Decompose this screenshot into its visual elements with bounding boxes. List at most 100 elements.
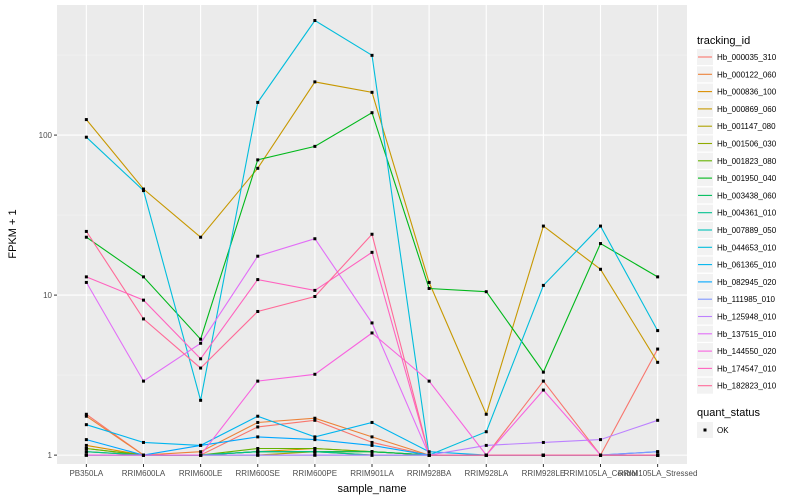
data-point (141, 379, 145, 383)
data-point (484, 443, 488, 447)
data-point (84, 453, 88, 457)
data-point (370, 90, 374, 94)
shape-legend-title: quant_status (697, 407, 760, 419)
data-point (484, 430, 488, 434)
data-point (256, 450, 260, 454)
data-point (199, 337, 203, 341)
data-point (256, 425, 260, 429)
data-point (313, 19, 317, 23)
data-point (656, 453, 660, 457)
data-point (84, 412, 88, 416)
data-point (84, 229, 88, 233)
data-point (84, 275, 88, 279)
legend-label: Hb_182823_010 (717, 382, 777, 391)
data-point (256, 420, 260, 424)
x-tick-label: RRIM600LE (179, 469, 223, 478)
data-point (484, 412, 488, 416)
legend-label: Hb_137515_010 (717, 330, 777, 339)
y-tick-label: 10 (43, 291, 52, 300)
data-point (599, 438, 603, 442)
legend-title: tracking_id (697, 35, 750, 47)
legend-label: Hb_007889_050 (717, 226, 777, 235)
data-point (84, 443, 88, 447)
x-tick-label: PB350LA (69, 469, 103, 478)
data-point (199, 450, 203, 454)
data-point (256, 309, 260, 313)
data-point (313, 453, 317, 457)
data-point (84, 235, 88, 239)
legend-label: Hb_061365_010 (717, 261, 777, 270)
color-legend: tracking_id Hb_000035_310 Hb_000122_060 Hb… (697, 35, 777, 394)
y-tick-label: 1 (48, 451, 53, 460)
legend-label: Hb_125948_010 (717, 313, 777, 322)
legend-label: Hb_082945_020 (717, 278, 777, 287)
data-point (199, 341, 203, 345)
data-point (256, 453, 260, 457)
y-axis-title: FPKM + 1 (7, 209, 19, 258)
data-point (427, 450, 431, 454)
data-point (256, 446, 260, 450)
data-point (313, 446, 317, 450)
data-point (256, 379, 260, 383)
data-point (313, 288, 317, 292)
data-point (656, 275, 660, 279)
shape-legend-label: OK (717, 426, 729, 435)
data-point (256, 254, 260, 258)
data-point (84, 446, 88, 450)
x-tick-label: RRIM105LA_Stressed (618, 469, 698, 478)
data-point (370, 435, 374, 439)
data-point (656, 360, 660, 364)
data-point (84, 450, 88, 454)
data-point (313, 435, 317, 439)
data-point (370, 420, 374, 424)
data-point (199, 398, 203, 402)
data-point (427, 379, 431, 383)
data-point (370, 450, 374, 454)
data-point (84, 135, 88, 139)
data-point (141, 317, 145, 321)
legend-label: Hb_000869_060 (717, 105, 777, 114)
data-point (313, 450, 317, 454)
y-tick-label: 100 (39, 131, 53, 140)
legend-label: Hb_111985_010 (717, 295, 776, 304)
data-point (313, 416, 317, 420)
legend-label: Hb_044653_010 (717, 243, 777, 252)
data-point (84, 438, 88, 442)
x-tick-label: RRIM600LA (122, 469, 166, 478)
data-point (541, 224, 545, 228)
x-tick-label: RRIM600PE (293, 469, 337, 478)
legend-label: Hb_001950_040 (717, 174, 777, 183)
data-point (141, 453, 145, 457)
data-point (141, 275, 145, 279)
legend-label: Hb_144550_020 (717, 347, 777, 356)
data-point (370, 232, 374, 236)
data-point (141, 187, 145, 191)
data-point (199, 443, 203, 447)
data-point (541, 379, 545, 383)
x-tick-label: RRIM928LE (522, 469, 566, 478)
data-point (84, 414, 88, 418)
data-point (84, 118, 88, 122)
data-point (656, 329, 660, 333)
data-point (313, 372, 317, 376)
data-point (370, 440, 374, 444)
data-point (370, 453, 374, 457)
data-point (141, 298, 145, 302)
data-point (370, 53, 374, 57)
data-point (370, 321, 374, 325)
x-tick-label: RRIM928BA (407, 469, 452, 478)
data-point (370, 443, 374, 447)
shape-legend: quant_status OK (697, 407, 760, 438)
data-point (256, 435, 260, 439)
data-point (656, 418, 660, 422)
data-point (141, 440, 145, 444)
data-point (484, 453, 488, 457)
legend-label: Hb_001506_030 (717, 140, 777, 149)
data-point (256, 278, 260, 282)
legend-label: Hb_004361_010 (717, 209, 777, 218)
data-point (370, 250, 374, 254)
legend-label: Hb_001823_080 (717, 157, 777, 166)
legend-label: Hb_001147_080 (717, 122, 776, 131)
data-point (541, 388, 545, 392)
